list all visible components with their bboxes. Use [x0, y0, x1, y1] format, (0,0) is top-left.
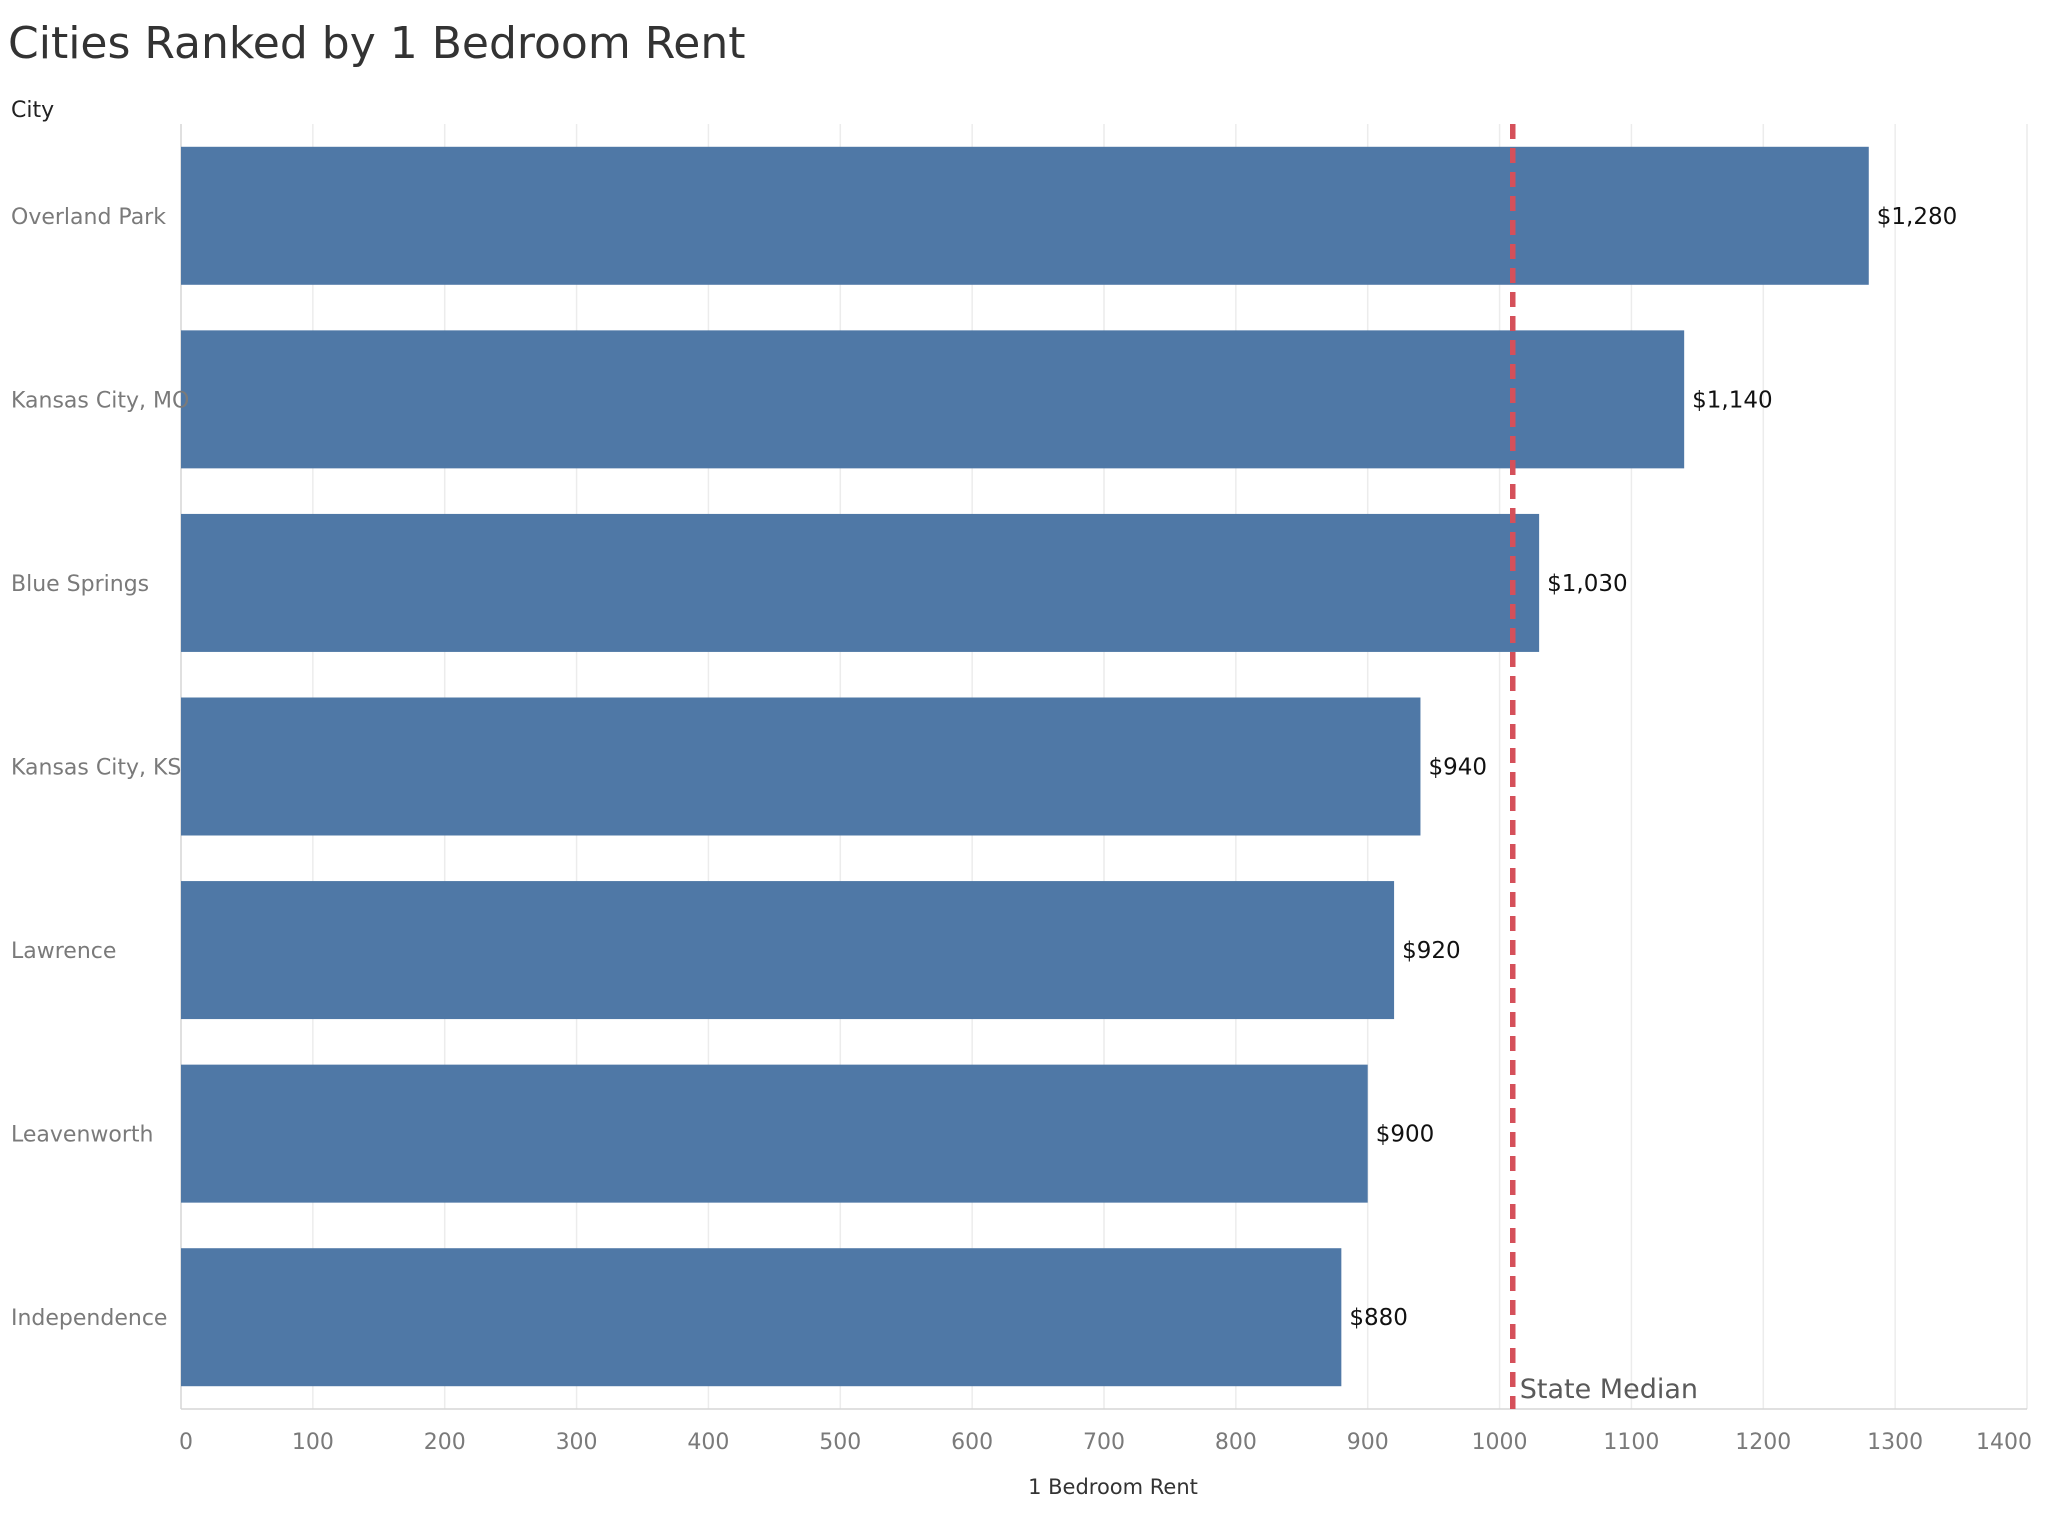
x-tick-label: 300: [556, 1430, 598, 1455]
bar: [181, 881, 1395, 1020]
bar: [181, 330, 1685, 469]
labels: Overland Park $1,280 Kansas City, MO $1,140…: [11, 204, 1957, 1331]
category-label: Overland Park: [11, 205, 166, 230]
value-label: $1,140: [1692, 387, 1772, 413]
value-label: $920: [1402, 938, 1461, 964]
y-axis-title: City: [11, 98, 54, 123]
x-tick-label: 1300: [1867, 1430, 1923, 1455]
x-tick-label: 1400: [1976, 1430, 2032, 1455]
x-tick-label: 600: [951, 1430, 993, 1455]
x-tick-label: 500: [819, 1430, 861, 1455]
bar: [181, 697, 1421, 836]
category-label: Independence: [11, 1306, 167, 1331]
x-tick-label: 0: [179, 1430, 193, 1455]
category-label: Kansas City, MO: [11, 388, 189, 413]
state-median-reference: State Median: [1510, 124, 1698, 1409]
value-label: $1,030: [1547, 571, 1627, 597]
chart-title: Cities Ranked by 1 Bedroom Rent: [8, 18, 746, 69]
x-tick-label: 900: [1347, 1430, 1389, 1455]
x-tick-label: 700: [1083, 1430, 1125, 1455]
category-label: Kansas City, KS: [11, 756, 181, 781]
bar: [181, 513, 1540, 652]
bar: [181, 146, 1869, 285]
value-label: $900: [1376, 1122, 1435, 1148]
bar: [181, 1248, 1342, 1387]
x-tick-label: 200: [424, 1430, 466, 1455]
category-label: Leavenworth: [11, 1123, 153, 1148]
x-tick-label: 400: [687, 1430, 729, 1455]
state-median-label: State Median: [1520, 1374, 1698, 1405]
x-axis-title: 1 Bedroom Rent: [1028, 1475, 1198, 1499]
bar: [181, 1064, 1368, 1203]
x-axis-ticks: 0 100 200 300 400 500 600 700 800 900 1000 1100 1200…: [179, 1430, 2032, 1455]
x-tick-label: 1000: [1472, 1430, 1528, 1455]
x-tick-label: 100: [292, 1430, 334, 1455]
bars: [181, 146, 1869, 1387]
value-label: $880: [1349, 1305, 1408, 1331]
value-label: $940: [1428, 755, 1487, 781]
x-tick-label: 1200: [1735, 1430, 1791, 1455]
value-label: $1,280: [1877, 204, 1957, 230]
x-tick-label: 1100: [1603, 1430, 1659, 1455]
x-tick-label: 800: [1215, 1430, 1257, 1455]
category-label: Lawrence: [11, 939, 116, 964]
category-label: Blue Springs: [11, 572, 149, 597]
